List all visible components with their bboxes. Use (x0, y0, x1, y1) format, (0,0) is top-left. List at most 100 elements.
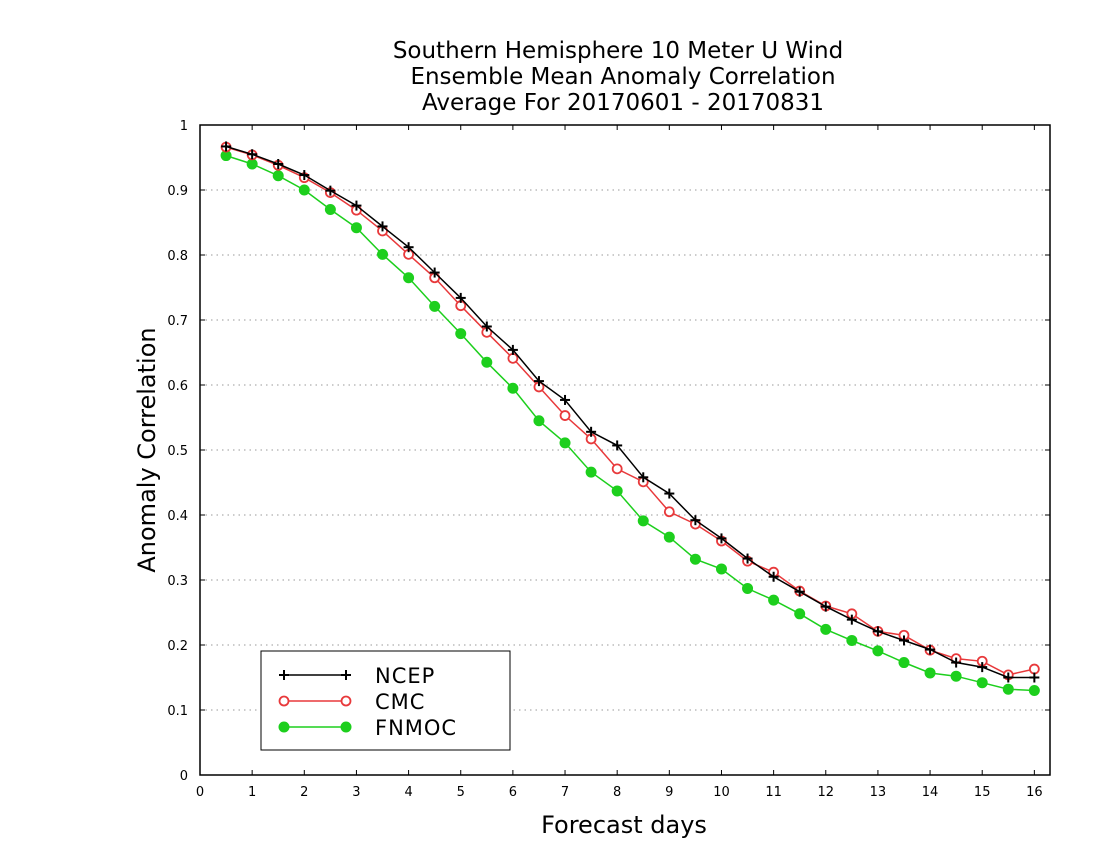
x-tick-label: 15 (974, 785, 991, 800)
y-tick-label: 0.6 (167, 379, 188, 394)
data-point-cmc (1028, 663, 1040, 675)
x-tick-label: 3 (352, 785, 360, 800)
data-point-ncep (1029, 672, 1040, 683)
data-point-ncep (898, 635, 909, 646)
legend-label-cmc: CMC (375, 690, 425, 714)
x-tick-label: 6 (509, 785, 517, 800)
chart-title: Southern Hemisphere 10 Meter U Wind Ense… (393, 38, 843, 116)
legend-item-fnmoc: FNMOC (278, 716, 456, 740)
data-point-fnmoc (976, 677, 988, 689)
data-point-fnmoc (481, 356, 493, 368)
data-point-ncep (768, 571, 779, 582)
y-tick-label: 0.8 (167, 249, 188, 264)
x-tick-label: 13 (870, 785, 887, 800)
series-line-cmc (225, 146, 1035, 676)
data-point-fnmoc (324, 204, 336, 215)
data-point-ncep (977, 662, 988, 673)
x-tick-label: 0 (196, 785, 204, 800)
data-point-ncep (846, 614, 857, 625)
x-tick-label: 7 (561, 785, 569, 800)
y-tick-label: 0.3 (167, 574, 188, 589)
legend-marker-ncep (341, 670, 351, 680)
data-point-fnmoc (533, 415, 545, 427)
data-point-fnmoc (768, 594, 780, 606)
data-point-fnmoc (924, 667, 936, 679)
data-point-fnmoc (715, 563, 727, 575)
data-point-cmc (663, 506, 675, 518)
data-point-ncep (690, 515, 701, 526)
series-line-fnmoc (225, 154, 1035, 692)
data-point-ncep (742, 553, 753, 564)
data-point-ncep (507, 344, 518, 355)
series-line-ncep (225, 145, 1035, 679)
x-tick-label: 12 (817, 785, 834, 800)
gridlines (200, 189, 1050, 711)
y-axis-label: Anomaly Correlation (133, 327, 161, 572)
data-point-ncep (794, 586, 805, 597)
data-point-fnmoc (846, 634, 858, 646)
axis-ticks: 00.10.20.30.40.50.60.70.80.910 1 2 3 4 5 6 7 8 9 1… (167, 119, 1050, 800)
data-point-ncep (429, 267, 440, 278)
data-point-fnmoc (872, 645, 884, 657)
data-point-fnmoc (1002, 683, 1014, 695)
data-point-ncep (951, 657, 962, 668)
data-point-cmc (559, 410, 571, 421)
title-line-2: Ensemble Mean Anomaly Correlation (410, 64, 835, 90)
data-point-fnmoc (559, 437, 571, 449)
data-point-ncep (455, 292, 466, 303)
data-point-fnmoc (898, 657, 910, 669)
data-point-fnmoc (1028, 685, 1040, 696)
data-point-cmc (507, 352, 519, 364)
y-tick-label: 0 (180, 769, 188, 784)
data-point-ncep (612, 440, 623, 451)
x-tick-label: 8 (613, 785, 621, 800)
x-tick-label: 5 (457, 785, 465, 800)
legend-item-cmc: CMC (278, 690, 425, 714)
y-tick-label: 0.9 (167, 184, 188, 199)
x-tick-label: 14 (922, 785, 939, 800)
data-point-fnmoc (455, 328, 467, 340)
legend-marker-fnmoc (340, 721, 352, 733)
data-point-fnmoc (272, 170, 284, 182)
data-point-ncep (325, 185, 336, 196)
data-point-fnmoc (403, 272, 415, 284)
x-tick-label: 1 (248, 785, 256, 800)
data-point-ncep (925, 644, 936, 655)
data-point-fnmoc (585, 466, 597, 478)
data-point-cmc (611, 463, 623, 475)
data-point-fnmoc (350, 222, 362, 234)
x-tick-label: 10 (713, 785, 730, 800)
data-point-fnmoc (429, 300, 441, 312)
data-point-fnmoc (507, 382, 519, 394)
y-tick-label: 0.1 (167, 704, 188, 719)
y-tick-label: 1 (180, 119, 188, 134)
data-point-ncep (377, 221, 388, 232)
data-point-fnmoc (298, 184, 310, 196)
data-point-fnmoc (689, 553, 701, 565)
legend-label-ncep: NCEP (375, 664, 435, 688)
data-point-fnmoc (637, 515, 649, 527)
data-point-ncep (638, 472, 649, 483)
x-tick-label: 4 (404, 785, 412, 800)
legend-item-ncep: NCEP (279, 664, 435, 688)
x-tick-label: 16 (1026, 785, 1043, 800)
data-point-fnmoc (246, 158, 258, 170)
data-point-ncep (299, 170, 310, 181)
data-point-fnmoc (377, 248, 389, 260)
data-point-ncep (664, 488, 675, 499)
data-point-ncep (403, 242, 414, 253)
data-point-fnmoc (820, 623, 832, 635)
data-point-ncep (586, 426, 597, 437)
x-tick-label: 9 (665, 785, 673, 800)
y-tick-label: 0.4 (167, 509, 188, 524)
x-axis-label: Forecast days (541, 811, 707, 839)
y-tick-label: 0.7 (167, 314, 188, 329)
plot-area-frame (199, 124, 1051, 776)
legend-marker-ncep (279, 670, 289, 680)
y-tick-label: 0.5 (167, 444, 188, 459)
data-point-fnmoc (663, 531, 675, 543)
data-point-fnmoc (794, 608, 806, 620)
y-tick-label: 0.2 (167, 639, 188, 654)
title-line-3: Average For 20170601 - 20170831 (422, 90, 824, 116)
